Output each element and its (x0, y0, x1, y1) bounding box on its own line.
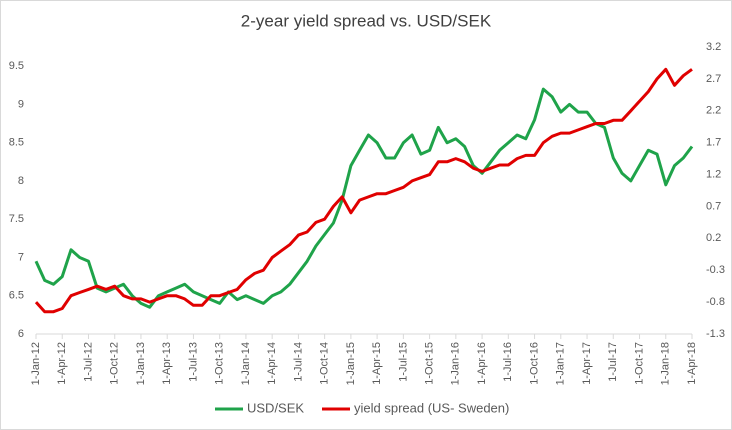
series-line (34, 67, 693, 314)
y-tick-label: 9 (18, 98, 24, 110)
x-tick-label: 1-Jan-15 (345, 342, 357, 385)
y-tick-label: 7 (18, 251, 24, 263)
x-tick-label: 1-Apr-18 (686, 342, 698, 385)
y2-tick-label: -0.8 (706, 296, 725, 308)
x-tick-label: 1-Oct-12 (109, 342, 121, 385)
x-tick-label: 1-Jul-15 (397, 342, 409, 382)
y2-tick-label: 0.7 (706, 200, 721, 212)
y2-tick-label: 1.2 (706, 168, 721, 180)
x-tick-label: 1-Apr-17 (581, 342, 593, 385)
x-tick-label: 1-Jan-13 (135, 342, 147, 385)
x-tick-label: 1-Oct-13 (214, 342, 226, 385)
x-tick-label: 1-Jan-17 (555, 342, 567, 385)
x-tick-label: 1-Oct-17 (633, 342, 645, 385)
y2-tick-label: 2.7 (706, 73, 721, 85)
x-tick-label: 1-Jan-16 (450, 342, 462, 385)
y2-tick-label: 3.2 (706, 41, 721, 53)
y-tick-label: 6.5 (9, 290, 24, 302)
x-tick-label: 1-Apr-15 (371, 342, 383, 385)
x-tick-label: 1-Oct-14 (319, 342, 331, 385)
x-tick-label: 1-Jan-14 (240, 342, 252, 385)
y2-tick-label: -1.3 (706, 328, 725, 340)
y-tick-label: 8.5 (9, 137, 24, 149)
y-tick-label: 7.5 (9, 213, 24, 225)
x-tick-label: 1-Jul-17 (607, 342, 619, 382)
x-tick-label: 1-Apr-14 (266, 342, 278, 385)
x-tick-label: 1-Apr-12 (56, 342, 68, 385)
y2-tick-label: -0.3 (706, 264, 725, 276)
y2-tick-label: 1.7 (706, 137, 721, 149)
x-tick-label: 1-Oct-16 (528, 342, 540, 385)
x-tick-label: 1-Jul-12 (82, 342, 94, 382)
x-tick-label: 1-Apr-13 (161, 342, 173, 385)
x-tick-label: 1-Jul-13 (187, 342, 199, 382)
x-tick-label: 1-Jan-12 (30, 342, 42, 385)
y-tick-label: 8 (18, 175, 24, 187)
y2-tick-label: 2.2 (706, 105, 721, 117)
x-tick-label: 1-Jan-18 (660, 342, 672, 385)
x-tick-label: 1-Jul-14 (292, 342, 304, 382)
legend-label: USD/SEK (247, 400, 304, 415)
x-tick-label: 1-Apr-16 (476, 342, 488, 385)
x-tick-label: 1-Oct-15 (424, 342, 436, 385)
y-tick-label: 6 (18, 328, 24, 340)
y2-tick-label: 0.2 (706, 232, 721, 244)
x-tick-label: 1-Jul-16 (502, 342, 514, 382)
series-line (34, 87, 694, 309)
y-tick-label: 9.5 (9, 60, 24, 72)
legend-label: yield spread (US- Sweden) (354, 400, 509, 415)
chart-title: 2-year yield spread vs. USD/SEK (241, 11, 492, 30)
